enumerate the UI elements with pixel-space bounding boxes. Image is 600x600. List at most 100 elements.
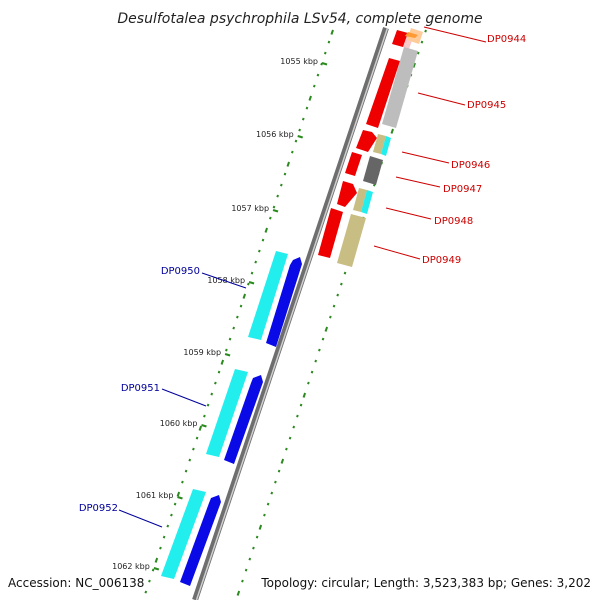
gene-label-dp0947[interactable]: DP0947	[443, 184, 482, 195]
track-dot	[239, 304, 243, 308]
track-dot	[250, 271, 254, 275]
track-dot	[286, 161, 290, 167]
track-dot	[173, 502, 177, 506]
track-dot	[307, 381, 310, 385]
track-dot	[264, 227, 269, 233]
gene-label-dp0951[interactable]: DP0951	[121, 383, 160, 394]
gene-label-dp0952[interactable]: DP0952	[79, 503, 118, 514]
track-dot	[254, 260, 258, 264]
feature-track-right	[318, 28, 423, 267]
dotted-track-left	[144, 29, 334, 594]
feature-cyan-mid	[361, 190, 373, 214]
track-dot	[258, 524, 263, 530]
track-dot	[343, 271, 347, 275]
gene-label-dp0945[interactable]: DP0945	[467, 100, 506, 111]
feature-khaki-mid	[353, 188, 367, 212]
gene-label-dp0950[interactable]: DP0950	[161, 266, 200, 277]
gene-label-dp0944[interactable]: DP0944	[487, 34, 526, 45]
track-dot	[320, 62, 323, 66]
track-dot	[217, 370, 221, 374]
track-dot	[269, 216, 272, 220]
feature-dp0951-blue[interactable]	[224, 375, 263, 464]
track-dot	[308, 95, 312, 101]
track-dot	[288, 436, 292, 440]
track-dot	[198, 425, 203, 431]
gene-label-dp0948[interactable]: DP0948	[434, 216, 473, 227]
scale-tick-label: 1056 kbp	[256, 130, 294, 139]
feature-dp0952-blue[interactable]	[180, 495, 221, 586]
scale-tick-label: 1060 kbp	[160, 419, 198, 428]
feature-dp0947[interactable]	[345, 152, 362, 176]
track-dot	[277, 469, 281, 473]
track-dot	[302, 392, 307, 398]
scale-tick	[153, 566, 160, 571]
track-dot	[298, 128, 301, 132]
scale-tick-label: 1055 kbp	[280, 57, 318, 66]
track-dot	[225, 348, 228, 352]
scale-tick-label: 1058 kbp	[207, 276, 245, 285]
track-dot	[266, 502, 270, 506]
gene-leader-line	[395, 176, 441, 188]
feature-dp0945[interactable]	[366, 58, 400, 128]
track-dot	[329, 315, 332, 319]
scale-tick	[321, 61, 328, 66]
track-dot	[154, 557, 159, 563]
track-dot	[299, 403, 303, 407]
track-dot	[166, 524, 170, 528]
track-dot	[332, 304, 336, 308]
track-dot	[244, 568, 248, 572]
feature-dp0950-blue[interactable]	[266, 257, 302, 347]
genome-summary-text: Topology: circular; Length: 3,523,383 bp…	[260, 576, 591, 590]
track-dot	[290, 150, 294, 154]
gene-label-dp0949[interactable]: DP0949	[422, 255, 461, 266]
feature-dp0950-cyan[interactable]	[248, 251, 288, 340]
feature-khaki-long	[337, 214, 366, 267]
track-dot	[318, 348, 321, 352]
track-dot	[184, 469, 188, 473]
track-dot	[242, 293, 247, 299]
track-dot	[324, 326, 329, 332]
track-dot	[310, 370, 314, 374]
gene-labels-left: DP0950 DP0951 DP0952	[79, 266, 247, 528]
track-dot	[248, 557, 252, 561]
gene-leader-line	[201, 272, 247, 289]
feature-dp0948[interactable]	[337, 181, 357, 207]
track-dot	[144, 590, 148, 594]
track-dot	[314, 359, 318, 363]
track-dot	[151, 568, 155, 572]
track-dot	[148, 579, 151, 583]
track-dot	[272, 205, 276, 209]
gene-leader-line	[401, 151, 450, 164]
track-dot	[292, 425, 296, 429]
feature-dp0944[interactable]	[392, 30, 408, 47]
track-dot	[170, 513, 173, 517]
feature-cyan-small	[381, 136, 391, 156]
track-dot	[296, 414, 299, 418]
gene-leader-line	[161, 388, 207, 407]
feature-dp0951-cyan[interactable]	[206, 369, 248, 457]
scale-tick-label: 1059 kbp	[183, 348, 221, 357]
gene-labels-right: DP0944 DP0945 DP0946 DP0947 DP0948 DP0949	[373, 26, 526, 266]
track-dot	[214, 381, 217, 385]
track-dot	[162, 535, 166, 539]
feature-orange-core	[405, 32, 418, 38]
scale-tick	[201, 423, 207, 428]
feature-dp0949[interactable]	[318, 208, 343, 258]
gene-label-dp0946[interactable]: DP0946	[451, 160, 490, 171]
scale-tick-label: 1057 kbp	[231, 204, 269, 213]
feature-khaki-small	[373, 134, 386, 154]
track-dot	[321, 337, 325, 341]
track-dot	[270, 491, 274, 495]
track-dot	[301, 117, 305, 121]
track-dot	[285, 447, 288, 451]
track-dot	[252, 546, 255, 550]
gene-leader-line	[373, 245, 421, 260]
feature-dp0946[interactable]	[356, 130, 377, 152]
track-dot	[236, 315, 239, 319]
scale-tick-label: 1061 kbp	[136, 491, 174, 500]
gene-leader-line	[417, 92, 466, 106]
track-dot	[390, 128, 394, 134]
feature-dp0952-cyan[interactable]	[161, 489, 206, 579]
scale-tick	[297, 134, 304, 139]
